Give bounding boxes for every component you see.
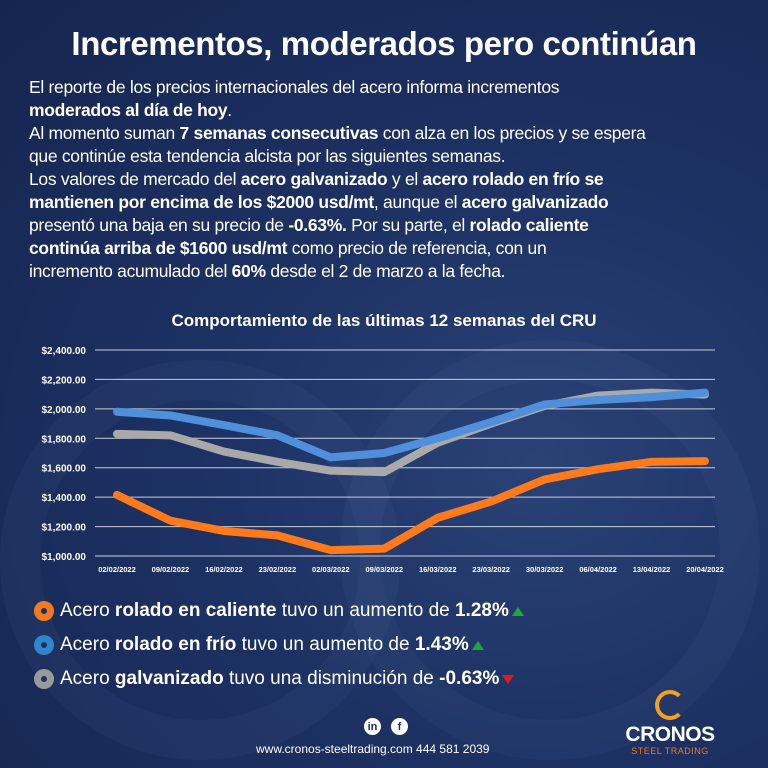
text: presentó una baja en su precio de bbox=[29, 215, 289, 235]
chart-title: Comportamiento de las últimas 12 semanas… bbox=[171, 311, 597, 330]
contact-info: www.cronos-steeltrading.com 444 581 2039 bbox=[256, 742, 490, 756]
x-tick-label: 20/04/2022 bbox=[686, 565, 724, 574]
orange-coil-icon bbox=[34, 601, 54, 621]
y-tick-label: $2,200.00 bbox=[42, 375, 87, 386]
paragraph-line: El reporte de los precios internacionale… bbox=[29, 76, 749, 99]
text: El reporte de los precios internacionale… bbox=[29, 77, 560, 97]
legend-text: tuvo una disminución de bbox=[223, 668, 440, 689]
bold-text: -0.63%. bbox=[288, 215, 347, 235]
y-tick-label: $1,800.00 bbox=[42, 434, 87, 445]
x-tick-label: 09/02/2022 bbox=[152, 565, 190, 574]
legend-steel-type: galvanizado bbox=[114, 668, 224, 689]
arrow-up-icon bbox=[471, 640, 484, 650]
blue-coil-icon bbox=[34, 635, 54, 655]
text: Al momento suman bbox=[29, 123, 180, 143]
paragraph-line: mantienen por encima de los $2000 usd/mt… bbox=[29, 191, 749, 214]
bold-text: moderados al día de hoy bbox=[29, 100, 228, 120]
gray-coil-icon bbox=[34, 669, 54, 689]
legend-text: tuvo un aumento de bbox=[236, 634, 415, 655]
paragraph-line: continúa arriba de $1600 usd/mt como pre… bbox=[29, 237, 749, 260]
bold-text: rolado caliente bbox=[469, 215, 589, 235]
intro-paragraph: El reporte de los precios internacionale… bbox=[29, 76, 749, 283]
x-tick-label: 30/03/2022 bbox=[526, 565, 564, 574]
legend-steel-type: rolado en caliente bbox=[114, 600, 277, 621]
y-tick-label: $1,200.00 bbox=[42, 523, 87, 534]
bold-text: 7 semanas consecutivas bbox=[179, 123, 379, 143]
text: desde el 2 de marzo a la fecha. bbox=[265, 261, 506, 281]
legend-item: Acero galvanizado tuvo una disminución d… bbox=[34, 668, 515, 690]
legend-percent: 1.28% bbox=[454, 600, 509, 621]
text: , aunque el bbox=[373, 192, 462, 212]
text: Los valores de mercado del bbox=[29, 169, 241, 189]
y-tick-label: $1,400.00 bbox=[42, 493, 87, 504]
bold-text: acero galvanizado bbox=[461, 192, 609, 212]
paragraph-line: moderados al día de hoy. bbox=[29, 99, 749, 122]
text: con alza en los precios y se espera bbox=[378, 123, 646, 143]
legend-text: Acero bbox=[60, 600, 115, 621]
x-tick-label: 23/03/2022 bbox=[472, 565, 510, 574]
legend-steel-type: rolado en frío bbox=[114, 634, 237, 655]
x-tick-label: 16/02/2022 bbox=[205, 565, 243, 574]
x-tick-label: 23/02/2022 bbox=[259, 565, 297, 574]
x-tick-label: 09/03/2022 bbox=[365, 565, 403, 574]
text: Por su parte, el bbox=[346, 215, 470, 235]
paragraph-line: presentó una baja en su precio de -0.63%… bbox=[29, 214, 749, 237]
paragraph-line: Al momento suman 7 semanas consecutivas … bbox=[29, 122, 749, 145]
arrow-down-icon bbox=[502, 674, 515, 684]
facebook-icon[interactable]: f bbox=[391, 718, 408, 735]
bold-text: mantienen por encima de los $2000 usd/mt bbox=[29, 192, 374, 212]
text: que continúe esta tendencia alcista por … bbox=[29, 146, 506, 166]
cronos-logo: CRONOS STEEL TRADING bbox=[620, 690, 720, 756]
y-tick-label: $1,000.00 bbox=[42, 552, 87, 563]
bold-text: acero rolado en frío se bbox=[422, 169, 604, 189]
legend-percent: -0.63% bbox=[439, 668, 500, 689]
page-title: Incrementos, moderados pero continúan bbox=[71, 25, 697, 62]
x-tick-label: 16/03/2022 bbox=[419, 565, 457, 574]
series-line-frio bbox=[113, 388, 709, 462]
y-tick-label: $1,600.00 bbox=[42, 464, 87, 475]
legend-item: Acero rolado en caliente tuvo un aumento… bbox=[34, 600, 524, 622]
legend-percent: 1.43% bbox=[414, 634, 469, 655]
x-tick-label: 06/04/2022 bbox=[579, 565, 617, 574]
line-chart: $1,000.00 $1,200.00 $1,400.00 $1,600.00 $1,8… bbox=[42, 346, 724, 574]
paragraph-line: incremento acumulado del 60% desde el 2 … bbox=[29, 260, 749, 283]
bold-text: continúa arriba de $1600 usd/mt bbox=[29, 238, 288, 258]
x-tick-label: 02/02/2022 bbox=[98, 565, 136, 574]
legend-text: Acero bbox=[60, 634, 115, 655]
logo-name: CRONOS bbox=[625, 723, 715, 746]
bold-text: acero galvanizado bbox=[240, 169, 388, 189]
x-tick-label: 13/04/2022 bbox=[633, 565, 671, 574]
paragraph-line: que continúe esta tendencia alcista por … bbox=[29, 145, 749, 168]
text: incremento acumulado del bbox=[29, 261, 232, 281]
arrow-up-icon bbox=[511, 606, 524, 616]
legend-text: Acero bbox=[60, 668, 115, 689]
logo-c-icon bbox=[655, 690, 685, 720]
series-line-caliente bbox=[113, 457, 709, 555]
text: y el bbox=[387, 169, 423, 189]
legend-text: tuvo un aumento de bbox=[276, 600, 455, 621]
paragraph-line: Los valores de mercado del acero galvani… bbox=[29, 168, 749, 191]
logo-subtitle: STEEL TRADING bbox=[631, 746, 709, 756]
social-links: in f bbox=[364, 718, 408, 735]
text: . bbox=[227, 100, 232, 120]
legend-item: Acero rolado en frío tuvo un aumento de … bbox=[34, 634, 484, 656]
text: como precio de referencia, con un bbox=[287, 238, 547, 258]
series-line-galvanizado bbox=[113, 388, 709, 477]
x-tick-label: 02/03/2022 bbox=[312, 565, 350, 574]
y-tick-label: $2,000.00 bbox=[42, 405, 87, 416]
y-tick-label: $2,400.00 bbox=[42, 346, 87, 357]
linkedin-icon[interactable]: in bbox=[364, 718, 381, 735]
bold-text: 60% bbox=[231, 261, 266, 281]
